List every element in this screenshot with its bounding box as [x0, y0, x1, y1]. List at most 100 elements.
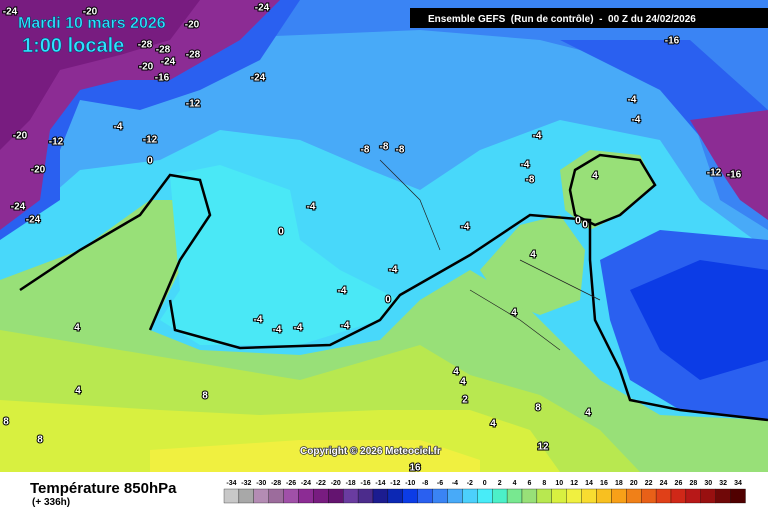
colorbar-tick-label: -20	[331, 480, 341, 487]
colorbar-tick-label: -32	[241, 480, 251, 487]
color-swatch	[357, 488, 374, 504]
colorbar-tick-label: -26	[286, 480, 296, 487]
color-swatch	[223, 488, 240, 504]
colorbar-tick-label: -18	[346, 480, 356, 487]
map	[0, 0, 768, 472]
contour-label: 4	[490, 419, 496, 430]
colorbar-tick-label: 32	[719, 480, 727, 487]
contour-label: -28	[156, 45, 171, 56]
color-swatch	[402, 488, 418, 504]
contour-label: -4	[273, 325, 282, 336]
colorbar-tick-label: 16	[600, 480, 608, 487]
colorbar-tick-label: -30	[256, 480, 266, 487]
contour-label: -16	[727, 170, 742, 181]
variable-title: Température 850hPa	[30, 480, 177, 497]
colorbar-tick-label: 28	[689, 480, 697, 487]
colorbar-tick-label: -8	[422, 480, 428, 487]
color-swatch	[596, 488, 612, 504]
contour-label: -4	[461, 222, 470, 233]
contour-label: -4	[632, 115, 641, 126]
color-swatch	[283, 488, 299, 504]
contour-label: 4	[74, 323, 80, 334]
contour-label: -4	[307, 202, 316, 213]
contour-label: 8	[3, 417, 9, 428]
lead-time: (+ 336h)	[32, 497, 70, 508]
contour-label: -24	[11, 202, 26, 213]
colorbar-tick-label: -28	[271, 480, 281, 487]
contour-label: -4	[114, 122, 123, 133]
color-swatch	[521, 488, 538, 504]
contour-label: -4	[338, 286, 347, 297]
header: Mardi 10 mars 2026 1:00 locale Ensemble …	[18, 8, 768, 57]
contour-label: 0	[575, 216, 581, 227]
color-swatch	[313, 488, 329, 504]
contour-labels: -24 -20-20-24-28 -28 -28-24-20-16 -24-12-4-1…	[2, 2, 743, 475]
contour-label: 4	[453, 367, 459, 378]
color-swatch	[238, 488, 254, 504]
contour-label: -20	[139, 62, 154, 73]
contour-label: -12	[49, 137, 64, 148]
colorbar-tick-label: 8	[542, 480, 546, 487]
contour-label: 8	[202, 391, 208, 402]
colorbar-tick-label: 6	[527, 480, 531, 487]
contour-label: -20	[13, 131, 28, 142]
contour-label: -8	[380, 142, 389, 153]
colorbar-tick-label: 30	[704, 480, 712, 487]
contour-label: -28	[138, 40, 153, 51]
color-swatch	[492, 488, 508, 504]
colorbar-tick-label: 18	[615, 480, 623, 487]
colorbar-tick-label: 24	[660, 480, 668, 487]
contour-label: 4	[585, 408, 591, 419]
colorbar-tick-label: 26	[675, 480, 683, 487]
colorbar-tick-label: 22	[645, 480, 653, 487]
colorbar-tick-label: 12	[570, 480, 578, 487]
colorbar-tick-label: 10	[555, 480, 563, 487]
copyright: Copyright © 2026 Meteociel.fr	[300, 446, 441, 457]
color-swatch	[328, 488, 344, 504]
contour-label: 4	[460, 377, 466, 388]
contour-label: 0	[582, 220, 588, 231]
contour-label: -16	[665, 36, 680, 47]
colorbar-tick-label: 4	[513, 480, 517, 487]
color-swatch	[462, 488, 478, 504]
contour-label: -8	[526, 175, 535, 186]
colorbar-tick-label: -16	[360, 480, 370, 487]
color-swatch	[536, 488, 552, 504]
contour-label: -28	[186, 50, 201, 61]
color-swatch	[253, 488, 269, 504]
color-swatch	[551, 488, 567, 504]
colorbar-tick-label: -34	[226, 480, 236, 487]
contour-label: -24	[251, 73, 266, 84]
date: Mardi 10 mars 2026	[18, 15, 166, 32]
model-box	[410, 8, 768, 28]
contour-label: -20	[185, 20, 200, 31]
contour-label: -4	[389, 265, 398, 276]
colorbar-tick-label: 0	[483, 480, 487, 487]
contour-label: 2	[462, 395, 468, 406]
contour-label: 12	[537, 442, 549, 453]
colorbar-tick-label: 14	[585, 480, 593, 487]
color-swatch	[655, 488, 672, 504]
color-swatch	[506, 488, 523, 504]
contour-label: 4	[530, 250, 536, 261]
color-swatch	[685, 488, 701, 504]
color-swatch	[730, 488, 746, 504]
contour-label: 16	[409, 463, 421, 474]
colorbar-tick-label: -12	[390, 480, 400, 487]
color-swatch	[343, 488, 359, 504]
contour-label: -16	[155, 73, 170, 84]
color-swatch	[641, 488, 657, 504]
contour-label: 8	[37, 435, 43, 446]
contour-label: -24	[255, 3, 270, 14]
color-swatch	[417, 488, 433, 504]
color-swatch	[626, 488, 642, 504]
color-swatch	[581, 488, 597, 504]
local-time: 1:00 locale	[22, 35, 124, 57]
colorbar-tick-label: 20	[630, 480, 638, 487]
colorbar-tick-label: -10	[405, 480, 415, 487]
contour-label: -20	[31, 165, 46, 176]
contour-label: -8	[361, 145, 370, 156]
contour-label: -12	[707, 168, 722, 179]
color-swatch	[477, 488, 493, 504]
